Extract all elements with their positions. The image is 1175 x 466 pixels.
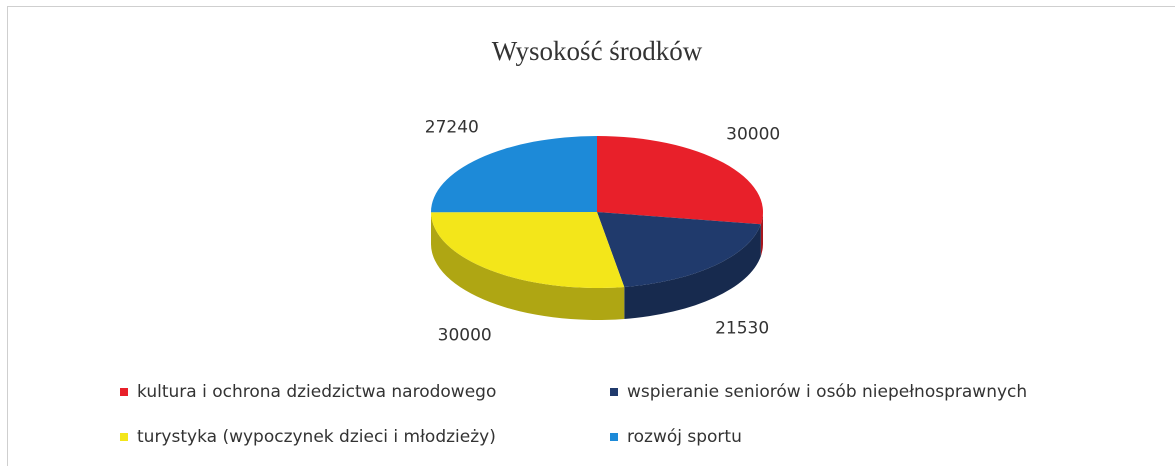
pie-slice [430, 136, 597, 213]
legend-label: wspieranie seniorów i osób niepełnospraw… [627, 382, 1027, 402]
pie-slice-side [624, 224, 761, 319]
pie-slice [597, 212, 761, 287]
pie-slice-side [431, 212, 625, 320]
legend-label: kultura i ochrona dziedzictwa narodowego [137, 382, 496, 402]
legend-swatch [610, 433, 618, 441]
data-label: 30000 [438, 326, 492, 346]
chart-title: Wysokość środków [492, 36, 703, 66]
pie-slice [597, 136, 764, 225]
legend-label: rozwój sportu [627, 427, 742, 447]
legend-swatch [120, 388, 128, 396]
legend-label: turystyka (wypoczynek dzieci i młodzieży… [137, 427, 496, 447]
data-label: 30000 [726, 124, 780, 144]
pie-slice [431, 212, 625, 288]
pie-slice-side [760, 212, 763, 257]
legend-swatch [610, 388, 618, 396]
data-label: 21530 [715, 319, 769, 339]
chart-frame [7, 6, 1175, 466]
legend-swatch [120, 433, 128, 441]
data-label: 27240 [425, 117, 479, 137]
